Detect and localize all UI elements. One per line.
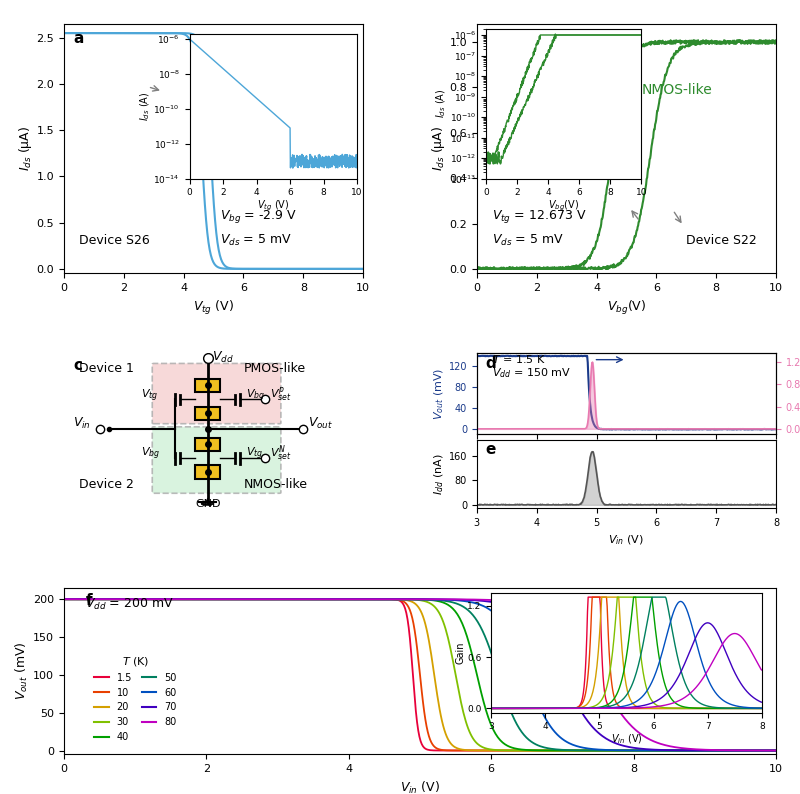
- Text: $V_{dd}$: $V_{dd}$: [212, 349, 234, 364]
- Text: $V_{ds}$ = 5 mV: $V_{ds}$ = 5 mV: [219, 233, 291, 248]
- Text: Device 1: Device 1: [79, 362, 134, 375]
- Legend: 1.5, 10, 20, 30, 40, 50, 60, 70, 80: 1.5, 10, 20, 30, 40, 50, 60, 70, 80: [90, 651, 180, 746]
- Y-axis label: $I_{dd}$ (nA): $I_{dd}$ (nA): [432, 453, 446, 495]
- Text: a: a: [73, 31, 83, 46]
- X-axis label: $V_{in}$ (V): $V_{in}$ (V): [400, 780, 440, 794]
- Text: PMOS-like: PMOS-like: [243, 362, 306, 375]
- Text: $V_{tg}$: $V_{tg}$: [141, 387, 158, 403]
- Text: $V_{tg}$: $V_{tg}$: [246, 446, 263, 462]
- Bar: [195, 407, 220, 420]
- X-axis label: $V_{bg}$(V): $V_{bg}$(V): [606, 299, 646, 317]
- Text: $V_{set}^{N}$: $V_{set}^{N}$: [270, 443, 291, 463]
- Text: Device S26: Device S26: [79, 233, 150, 246]
- Text: $V_{ds}$ = 5 mV: $V_{ds}$ = 5 mV: [492, 233, 564, 248]
- Text: GND: GND: [196, 499, 221, 509]
- Bar: [195, 379, 220, 392]
- FancyBboxPatch shape: [152, 427, 281, 493]
- Text: $V_{bg}$: $V_{bg}$: [141, 446, 160, 462]
- Text: Device 2: Device 2: [79, 478, 134, 491]
- Bar: [195, 437, 220, 451]
- X-axis label: $V_{tg}$ (V): $V_{tg}$ (V): [193, 299, 234, 317]
- Text: PMOS-like: PMOS-like: [190, 83, 258, 97]
- Y-axis label: $V_{out}$ (mV): $V_{out}$ (mV): [14, 642, 30, 700]
- Text: Device S22: Device S22: [686, 233, 757, 246]
- Text: NMOS-like: NMOS-like: [243, 478, 307, 491]
- Text: f: f: [86, 593, 92, 608]
- Text: $V_{dd}$ = 200 mV: $V_{dd}$ = 200 mV: [86, 597, 174, 612]
- Text: d: d: [486, 356, 497, 371]
- Text: $V_{in}$: $V_{in}$: [73, 416, 91, 431]
- Text: $V_{set}^{p}$: $V_{set}^{p}$: [270, 385, 291, 403]
- Text: $V_{tg}$ = 12.673 V: $V_{tg}$ = 12.673 V: [492, 208, 586, 225]
- X-axis label: $V_{in}$ (V): $V_{in}$ (V): [609, 534, 644, 547]
- FancyBboxPatch shape: [152, 364, 281, 424]
- Text: $V_{dd}$ = 150 mV: $V_{dd}$ = 150 mV: [492, 366, 571, 380]
- Text: $V_{bg}$: $V_{bg}$: [246, 387, 265, 403]
- Y-axis label: $I_{ds}$ (μA): $I_{ds}$ (μA): [17, 126, 34, 172]
- Bar: [195, 465, 220, 479]
- Y-axis label: $V_{out}$ (mV): $V_{out}$ (mV): [432, 368, 446, 420]
- Text: $V_{bg}$ = -2.9 V: $V_{bg}$ = -2.9 V: [219, 208, 297, 225]
- Text: NMOS-like: NMOS-like: [642, 83, 712, 97]
- Text: $V_{out}$: $V_{out}$: [308, 416, 333, 431]
- Text: c: c: [73, 358, 82, 373]
- Y-axis label: $I_{ds}$ (μA): $I_{ds}$ (μA): [430, 126, 446, 172]
- Text: b: b: [486, 31, 497, 46]
- Text: $T$ = 1.5 K: $T$ = 1.5 K: [492, 353, 546, 365]
- Text: e: e: [486, 442, 496, 457]
